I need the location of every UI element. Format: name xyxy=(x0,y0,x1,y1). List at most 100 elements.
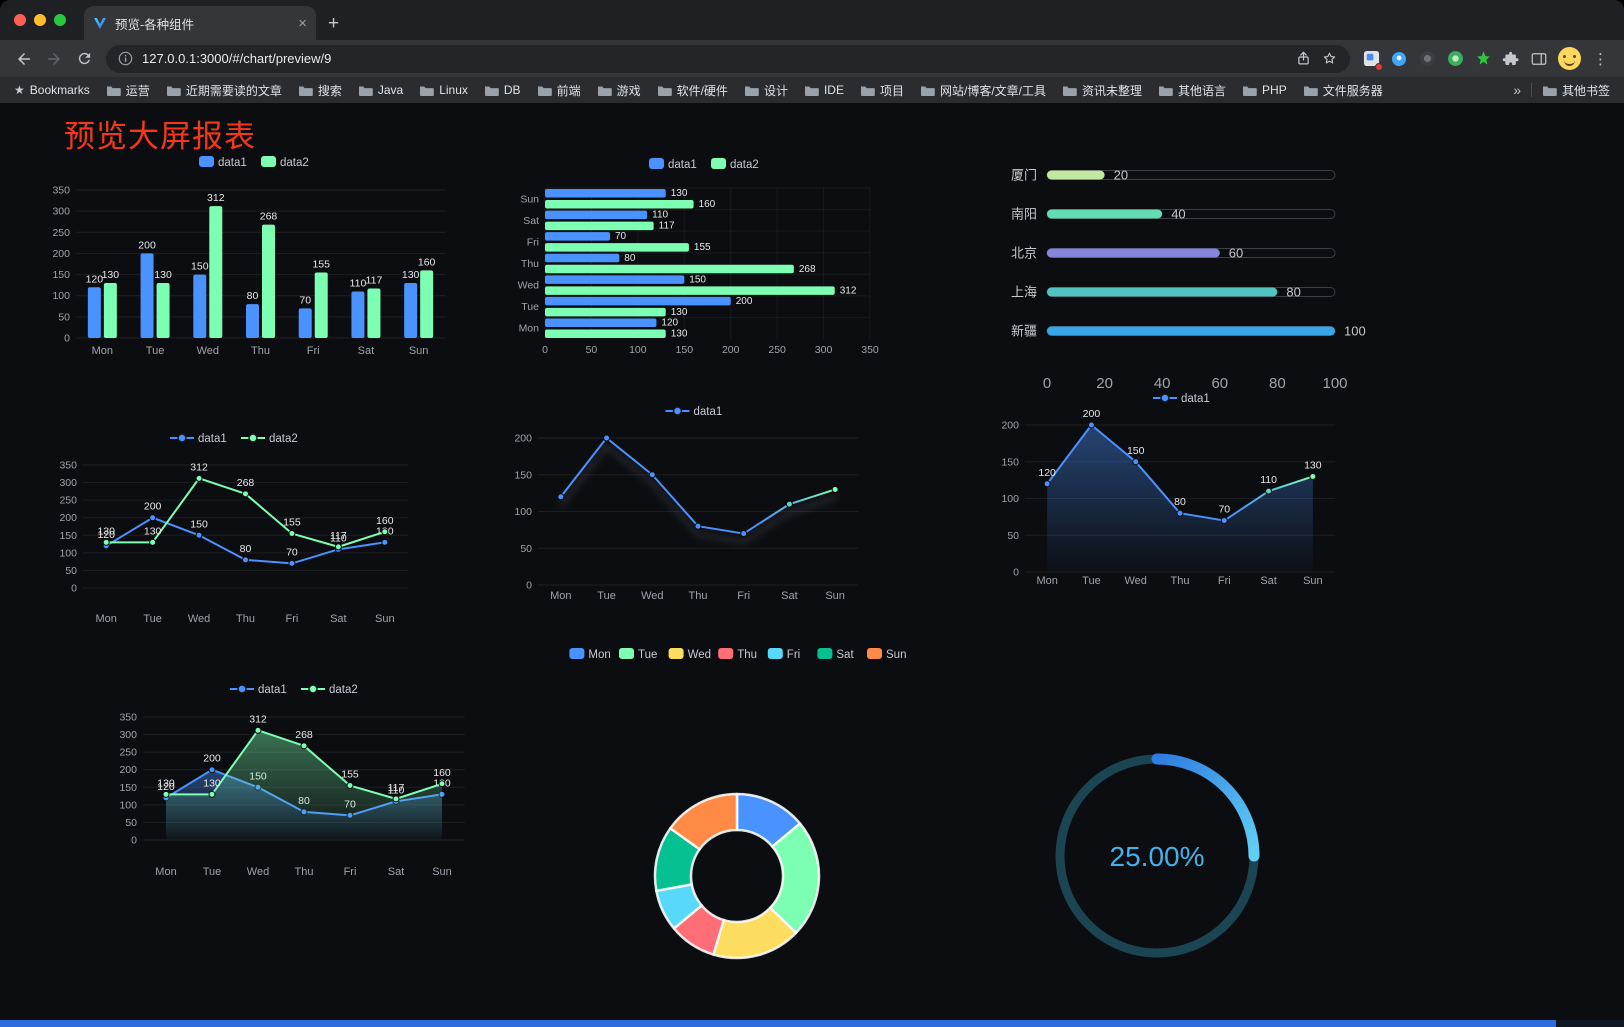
folder-icon xyxy=(1158,84,1173,97)
legend-item-Thu[interactable]: Thu xyxy=(718,648,757,661)
legend-item-data2[interactable]: data2 xyxy=(241,433,298,445)
bookmark-item[interactable]: 近期需要读的文章 xyxy=(166,82,282,99)
bookmark-item[interactable]: Java xyxy=(358,83,403,97)
svg-text:100: 100 xyxy=(514,506,532,518)
chart-canvas: 0 50 100 150 200 Mon Tue Wed Thu Fri Sat Sun 120 200 1… xyxy=(1001,393,1335,587)
close-window-button[interactable] xyxy=(14,14,26,26)
grouped-bar-chart: 0 50 100 150 200 250 300 350 Mon Tue Wed Thu Fri Sat S… xyxy=(40,150,470,365)
svg-text:110: 110 xyxy=(1260,474,1277,486)
legend-item-Tue[interactable]: Tue xyxy=(619,648,657,661)
legend-item-data2[interactable]: data2 xyxy=(261,156,309,169)
legend-item-data1[interactable]: data1 xyxy=(170,433,227,445)
svg-text:200: 200 xyxy=(1001,420,1019,432)
svg-text:130: 130 xyxy=(402,269,420,281)
site-info-icon[interactable] xyxy=(118,51,133,66)
legend-item-data1[interactable]: data1 xyxy=(199,156,247,169)
bookmark-item[interactable]: 运营 xyxy=(106,82,150,99)
legend-item-data2[interactable]: data2 xyxy=(711,158,759,171)
svg-text:Sat: Sat xyxy=(523,215,539,227)
divider xyxy=(1530,83,1532,97)
svg-text:117: 117 xyxy=(388,782,405,794)
svg-text:Wed: Wed xyxy=(1125,575,1147,587)
legend-item-Sun[interactable]: Sun xyxy=(867,648,906,661)
legend-item-Mon[interactable]: Mon xyxy=(569,648,611,661)
other-bookmarks-button[interactable]: 其他书签 xyxy=(1542,82,1610,99)
legend-item-data1[interactable]: data1 xyxy=(1153,393,1210,405)
browser-menu-button[interactable]: ⋮ xyxy=(1593,50,1608,68)
share-icon[interactable] xyxy=(1295,50,1312,67)
extension-pin-icon[interactable] xyxy=(1386,46,1412,72)
window-controls xyxy=(14,14,66,26)
side-panel-icon[interactable] xyxy=(1526,46,1552,72)
bookmark-item[interactable]: 设计 xyxy=(744,82,788,99)
svg-text:0: 0 xyxy=(64,333,70,345)
bookmark-item[interactable]: Linux xyxy=(419,83,468,97)
reload-button[interactable] xyxy=(70,45,98,73)
legend-item-Sat[interactable]: Sat xyxy=(817,648,854,661)
bookmark-item[interactable]: 文件服务器 xyxy=(1303,82,1383,99)
folder-icon xyxy=(1542,84,1557,97)
svg-text:Thu: Thu xyxy=(236,613,255,625)
bookmarks-manager-button[interactable]: ★ Bookmarks xyxy=(14,83,90,97)
bookmark-item[interactable]: DB xyxy=(484,83,521,97)
scrollbar-thumb[interactable] xyxy=(0,1020,1556,1027)
extensions-puzzle-icon[interactable] xyxy=(1498,46,1524,72)
bookmark-item[interactable]: 前端 xyxy=(537,82,581,99)
bookmark-item[interactable]: 项目 xyxy=(860,82,904,99)
svg-text:200: 200 xyxy=(514,433,532,445)
bookmark-item[interactable]: PHP xyxy=(1242,83,1287,97)
new-tab-button[interactable]: + xyxy=(328,13,340,34)
bookmark-star-icon[interactable] xyxy=(1321,50,1338,67)
bookmark-item[interactable]: 其他语言 xyxy=(1158,82,1226,99)
tab-favicon-icon xyxy=(93,16,107,30)
bookmark-item[interactable]: 网站/博客/文章/工具 xyxy=(920,82,1046,99)
svg-text:117: 117 xyxy=(330,530,347,542)
svg-text:100: 100 xyxy=(52,290,70,302)
svg-text:Thu: Thu xyxy=(251,345,270,357)
svg-text:200: 200 xyxy=(722,344,740,356)
profile-avatar[interactable] xyxy=(1558,47,1581,70)
bookmarks-overflow-button[interactable]: » xyxy=(1513,82,1521,98)
folder-icon xyxy=(298,84,313,97)
extension-star-icon[interactable] xyxy=(1470,46,1496,72)
svg-text:268: 268 xyxy=(799,264,816,275)
zoom-window-button[interactable] xyxy=(54,14,66,26)
legend-item-data1[interactable]: data1 xyxy=(649,158,697,171)
forward-button[interactable] xyxy=(40,45,68,73)
svg-text:Thu: Thu xyxy=(737,649,757,661)
address-bar[interactable]: 127.0.0.1:3000/#/chart/preview/9 xyxy=(106,44,1350,73)
folder-icon xyxy=(1062,84,1077,97)
legend-item-data1[interactable]: data1 xyxy=(230,684,287,696)
svg-text:Wed: Wed xyxy=(641,590,663,602)
legend-item-Wed[interactable]: Wed xyxy=(668,648,711,661)
svg-text:0: 0 xyxy=(1043,375,1051,390)
legend-item-data2[interactable]: data2 xyxy=(301,684,358,696)
bookmark-item[interactable]: 游戏 xyxy=(597,82,641,99)
horizontal-scrollbar[interactable] xyxy=(0,1020,1624,1027)
bookmark-item[interactable]: 资讯未整理 xyxy=(1062,82,1142,99)
svg-text:150: 150 xyxy=(59,530,77,542)
extension-green-icon[interactable] xyxy=(1442,46,1468,72)
svg-text:200: 200 xyxy=(119,764,137,776)
bookmark-item[interactable]: 搜索 xyxy=(298,82,342,99)
svg-text:50: 50 xyxy=(125,817,137,829)
tab-close-icon[interactable]: × xyxy=(298,14,307,32)
folder-icon xyxy=(597,84,612,97)
folder-icon xyxy=(744,84,759,97)
bookmark-item[interactable]: 软件/硬件 xyxy=(657,82,728,99)
svg-text:Sun: Sun xyxy=(375,613,395,625)
legend-item-Fri[interactable]: Fri xyxy=(767,648,800,661)
back-button[interactable] xyxy=(10,45,38,73)
extension-dark-icon[interactable] xyxy=(1414,46,1440,72)
folder-icon xyxy=(358,84,373,97)
minimize-window-button[interactable] xyxy=(34,14,46,26)
legend-item-data1[interactable]: data1 xyxy=(665,406,723,418)
svg-text:268: 268 xyxy=(295,729,313,741)
url-text[interactable]: 127.0.0.1:3000/#/chart/preview/9 xyxy=(142,51,332,66)
browser-tab[interactable]: 预览-各种组件 × xyxy=(84,6,316,40)
chart-canvas: 0 50 100 150 200 250 300 350 Mon Tue Wed Thu Fri Sat S… xyxy=(119,684,465,878)
svg-text:Tue: Tue xyxy=(1082,575,1101,587)
bookmark-item[interactable]: IDE xyxy=(804,83,844,97)
extension-translate-icon[interactable] xyxy=(1358,46,1384,72)
pie-slice-Sun[interactable] xyxy=(669,792,739,851)
